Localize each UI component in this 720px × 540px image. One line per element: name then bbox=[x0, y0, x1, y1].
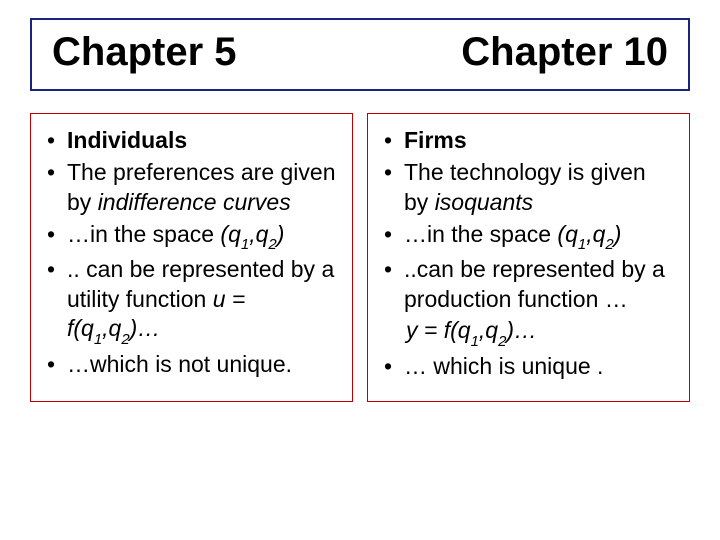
right-b3d: ,q bbox=[586, 221, 605, 247]
right-eq-line: y = f(q1,q2)… bbox=[382, 316, 675, 349]
right-b3f: ) bbox=[614, 221, 622, 247]
left-bullet-4: .. can be represented by a utility funct… bbox=[45, 255, 338, 348]
title-row: Chapter 5 Chapter 10 bbox=[52, 30, 668, 75]
right-list: Firms The technology is given by isoquan… bbox=[382, 126, 675, 314]
right-b3e: 2 bbox=[605, 236, 613, 253]
left-b5: …which is not unique. bbox=[67, 351, 292, 377]
right-b3b: (q bbox=[557, 221, 577, 247]
right-eq-b: 1 bbox=[471, 333, 479, 350]
right-b3a: …in the space bbox=[404, 221, 557, 247]
left-b3b: (q bbox=[220, 221, 240, 247]
title-right: Chapter 10 bbox=[461, 30, 668, 75]
left-b3e: 2 bbox=[268, 236, 276, 253]
right-bullet-4: ..can be represented by a production fun… bbox=[382, 255, 675, 315]
left-b3f: ) bbox=[277, 221, 285, 247]
left-b4f: )… bbox=[130, 315, 161, 341]
left-b4a: .. can be represented by a utility funct… bbox=[67, 256, 334, 312]
right-bullet-1: Firms bbox=[382, 126, 675, 156]
left-b4c: 1 bbox=[94, 331, 102, 348]
right-b5: … which is unique . bbox=[404, 353, 603, 379]
right-eq-a: y = f(q bbox=[406, 317, 471, 343]
left-bullet-2: The preferences are given by indifferenc… bbox=[45, 158, 338, 218]
right-b1-text: Firms bbox=[404, 127, 467, 153]
left-b1-text: Individuals bbox=[67, 127, 187, 153]
left-b4e: 2 bbox=[121, 331, 129, 348]
right-b3c: 1 bbox=[578, 236, 586, 253]
left-b3d: ,q bbox=[249, 221, 268, 247]
right-list-2: … which is unique . bbox=[382, 352, 675, 382]
right-bullet-3: …in the space (q1,q2) bbox=[382, 220, 675, 253]
left-column: Individuals The preferences are given by… bbox=[30, 113, 353, 402]
left-bullet-5: …which is not unique. bbox=[45, 350, 338, 380]
title-left: Chapter 5 bbox=[52, 30, 237, 75]
right-eq-c: ,q bbox=[479, 317, 498, 343]
left-b3c: 1 bbox=[241, 236, 249, 253]
title-box: Chapter 5 Chapter 10 bbox=[30, 18, 690, 91]
right-eq-e: )… bbox=[506, 317, 537, 343]
right-bullet-2: The technology is given by isoquants bbox=[382, 158, 675, 218]
right-eq-d: 2 bbox=[498, 333, 506, 350]
right-b4a: ..can be represented by a production fun… bbox=[404, 256, 665, 312]
right-b2b: isoquants bbox=[435, 189, 533, 215]
left-b3a: …in the space bbox=[67, 221, 220, 247]
left-b4d: ,q bbox=[102, 315, 121, 341]
left-b2b: indifference curves bbox=[98, 189, 291, 215]
columns: Individuals The preferences are given by… bbox=[30, 113, 690, 402]
left-list: Individuals The preferences are given by… bbox=[45, 126, 338, 379]
left-bullet-3: …in the space (q1,q2) bbox=[45, 220, 338, 253]
right-bullet-5: … which is unique . bbox=[382, 352, 675, 382]
right-column: Firms The technology is given by isoquan… bbox=[367, 113, 690, 402]
left-bullet-1: Individuals bbox=[45, 126, 338, 156]
